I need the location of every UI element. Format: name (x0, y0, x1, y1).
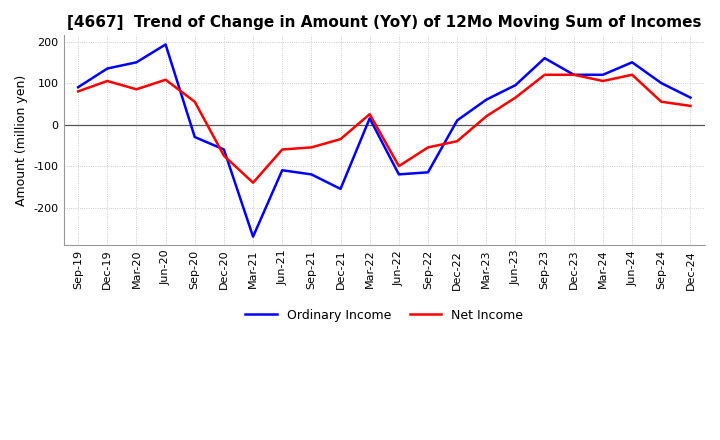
Ordinary Income (395, 172, 403, 177)
Line: Ordinary Income: Ordinary Income (78, 44, 690, 237)
Ordinary Income (423, 170, 432, 175)
Ordinary Income (74, 84, 83, 90)
Ordinary Income (307, 172, 315, 177)
Net Income (395, 163, 403, 169)
Net Income (453, 139, 462, 144)
Y-axis label: Amount (million yen): Amount (million yen) (15, 74, 28, 206)
Ordinary Income (103, 66, 112, 71)
Ordinary Income (453, 118, 462, 123)
Ordinary Income (365, 116, 374, 121)
Net Income (278, 147, 287, 152)
Ordinary Income (248, 234, 257, 239)
Net Income (628, 72, 636, 77)
Net Income (540, 72, 549, 77)
Net Income (103, 78, 112, 84)
Ordinary Income (336, 186, 345, 191)
Net Income (248, 180, 257, 185)
Net Income (132, 87, 140, 92)
Ordinary Income (628, 60, 636, 65)
Ordinary Income (220, 147, 228, 152)
Net Income (482, 114, 490, 119)
Legend: Ordinary Income, Net Income: Ordinary Income, Net Income (240, 304, 528, 327)
Ordinary Income (657, 81, 665, 86)
Ordinary Income (570, 72, 578, 77)
Net Income (161, 77, 170, 82)
Ordinary Income (686, 95, 695, 100)
Ordinary Income (132, 60, 140, 65)
Ordinary Income (190, 134, 199, 139)
Net Income (657, 99, 665, 104)
Net Income (686, 103, 695, 109)
Ordinary Income (598, 72, 607, 77)
Net Income (220, 153, 228, 158)
Ordinary Income (161, 42, 170, 47)
Net Income (598, 78, 607, 84)
Ordinary Income (278, 168, 287, 173)
Line: Net Income: Net Income (78, 75, 690, 183)
Net Income (307, 145, 315, 150)
Net Income (336, 136, 345, 142)
Net Income (190, 99, 199, 104)
Ordinary Income (511, 83, 520, 88)
Net Income (74, 89, 83, 94)
Net Income (365, 112, 374, 117)
Net Income (423, 145, 432, 150)
Net Income (570, 72, 578, 77)
Net Income (511, 95, 520, 100)
Title: [4667]  Trend of Change in Amount (YoY) of 12Mo Moving Sum of Incomes: [4667] Trend of Change in Amount (YoY) o… (67, 15, 701, 30)
Ordinary Income (482, 97, 490, 103)
Ordinary Income (540, 55, 549, 61)
